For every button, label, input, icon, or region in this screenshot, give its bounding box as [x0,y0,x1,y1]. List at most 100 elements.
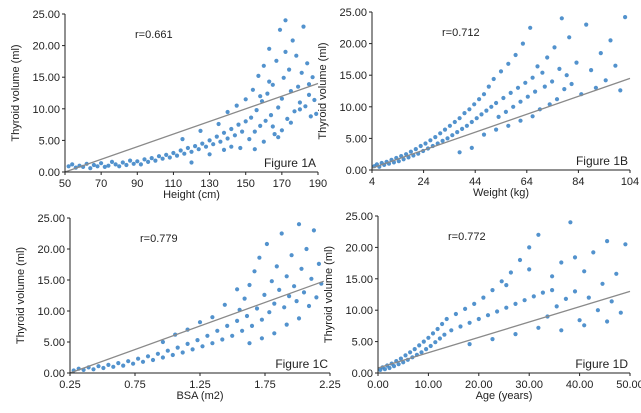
scatter-point [438,131,443,136]
x-tick-label: 90 [131,178,143,190]
scatter-point [283,18,288,23]
scatter-point [250,87,255,92]
scatter-point [486,84,491,89]
scatter-point [559,328,564,333]
scatter-point [207,152,212,157]
x-tick-label: 170 [273,178,291,190]
scatter-point [178,148,183,153]
scatter-point [189,160,194,165]
scatter-point [586,295,591,300]
scatter-point [527,267,532,272]
scatter-point [290,38,295,43]
scatter-point [247,341,252,346]
scatter-point [294,299,299,304]
scatter-point [535,64,540,69]
scatter-point [91,367,96,372]
scatter-point [490,288,495,293]
x-tick-label: 40.00 [566,379,594,391]
scatter-point [131,361,136,366]
scatter-point [301,290,307,295]
scatter-point [563,296,569,301]
scatter-point [284,322,289,327]
scatter-point [256,73,261,78]
scatter-point [101,365,106,371]
scatter-point [457,150,462,155]
scatter-point [618,310,623,315]
scatter-point [138,162,143,167]
scatter-point [494,127,499,132]
panel-label: Figure 1D [575,357,628,371]
scatter-point [120,160,125,165]
scatter-point [257,255,262,260]
scatter-point [155,351,160,356]
scatter-point [481,295,486,300]
scatter-point [150,357,156,363]
scatter-point [503,109,508,114]
scatter-point [170,352,175,358]
scatter-point [70,162,75,167]
scatter-point [447,123,452,128]
scatter-point [249,115,254,120]
scatter-point [467,342,472,347]
scatter-point [613,63,618,68]
scatter-point [207,138,212,143]
scatter-point [474,116,479,121]
scatter-point [234,103,239,108]
scatter-point [205,333,210,338]
correlation-label: r=0.712 [442,27,480,39]
scatter-point [252,147,257,152]
scatter-point [247,282,252,288]
scatter-point [106,163,111,168]
scatter-point [499,279,504,284]
y-tick-label: 0.00 [352,368,373,380]
x-tick-label: 190 [309,178,327,190]
scatter-point [117,164,122,169]
scatter-point [311,228,316,233]
scatter-point [142,157,147,162]
scatter-point [508,270,513,275]
scatter-point [472,301,477,306]
scatter-point [600,281,605,286]
scatter-point [240,328,245,333]
scatter-point [513,301,518,306]
scatter-point [308,114,313,119]
scatter-point [603,78,608,83]
scatter-point [550,274,555,279]
scatter-point [312,97,317,103]
scatter-point [185,145,190,151]
panel-label: Figure 1A [264,156,316,170]
scatter-point [450,133,455,138]
y-tick-label: 20.00 [37,244,65,256]
scatter-point [299,266,304,271]
scatter-point [281,75,286,80]
scatter-point [525,94,530,99]
scatter-point [515,85,521,90]
scatter-point [160,355,165,360]
scatter-point [403,353,408,358]
scatter-point [182,151,187,156]
y-axis-label: Thyroid volume (ml) [10,44,22,141]
scatter-point [476,316,481,322]
scatter-point [225,136,230,141]
scatter-point [136,356,141,361]
scatter-point [593,85,599,90]
correlation-label: r=0.779 [140,233,178,245]
scatter-point [235,287,240,292]
scatter-point [102,164,107,169]
scatter-point [462,111,467,116]
scatter-point [165,348,170,353]
y-tick-label: 25.00 [345,211,373,223]
scatter-point [458,324,463,329]
scatter-point [469,145,474,150]
scatter-point [109,159,115,164]
scatter-point [292,109,297,114]
scatter-point [156,154,162,159]
scatter-point [449,328,454,333]
y-tick-label: 5.00 [39,135,60,147]
scatter-point [270,82,275,87]
scatter-point [303,104,308,109]
scatter-point [518,118,523,123]
y-tick-label: 20.00 [32,41,60,53]
y-tick-label: 20.00 [339,39,367,51]
scatter-point [284,274,289,279]
